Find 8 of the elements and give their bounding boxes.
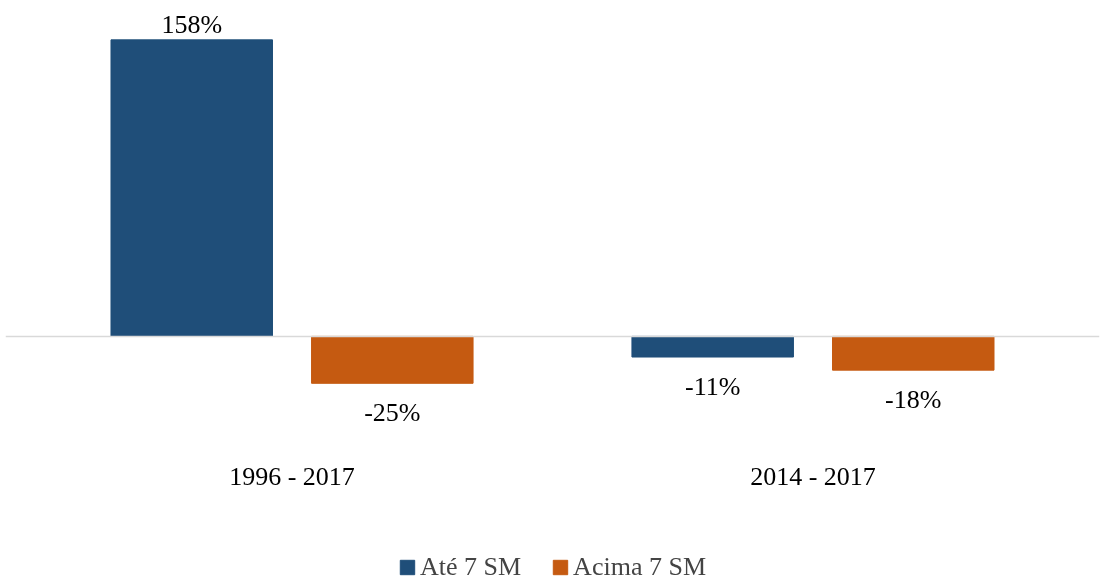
legend-label: Até 7 SM xyxy=(419,552,522,582)
x-tick-label: 1996 - 2017 xyxy=(229,461,355,491)
legend-label: Acima 7 SM xyxy=(573,552,707,582)
data-label: -18% xyxy=(885,385,942,415)
data-label: -11% xyxy=(685,371,741,401)
data-label: -25% xyxy=(364,398,421,428)
data-label: 158% xyxy=(161,9,223,39)
x-tick-label: 2014 - 2017 xyxy=(750,461,876,491)
